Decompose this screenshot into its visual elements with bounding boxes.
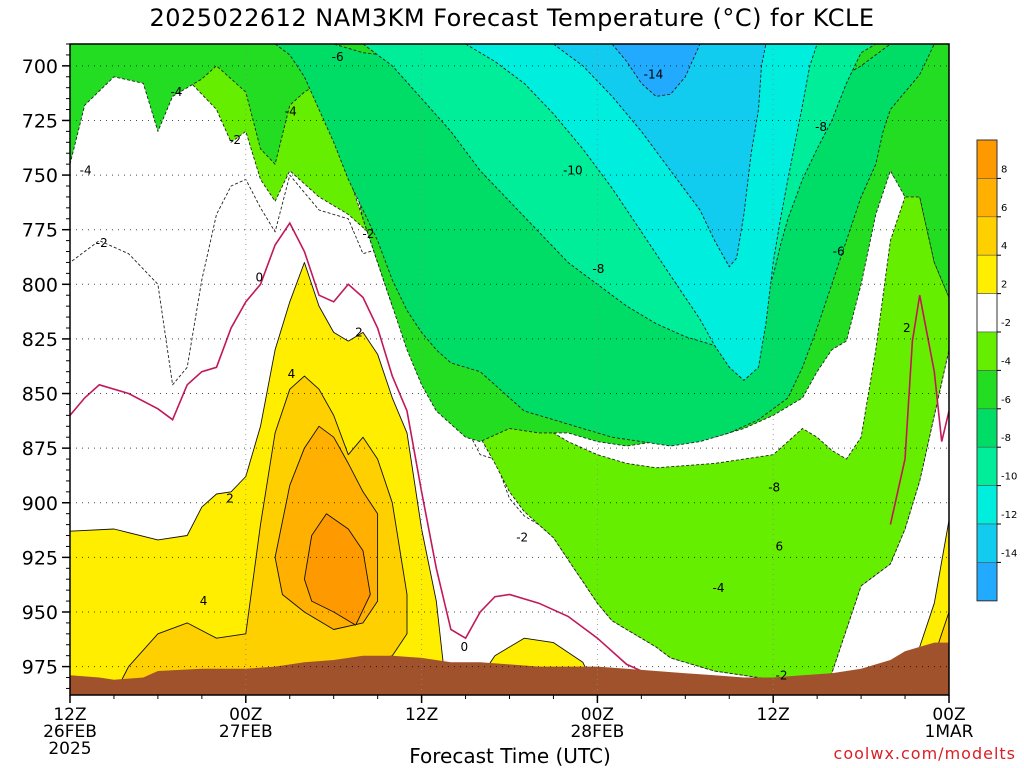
color-legend: 8 6 4 2 -2 -4 -6 -8 -10 -12 -14 <box>976 139 1017 602</box>
temp-region-15 <box>611 44 701 97</box>
legend-label-10: -14 <box>1001 548 1017 559</box>
contour-label-8: -2 <box>96 236 108 250</box>
y-tick-label-950: 950 <box>22 602 58 624</box>
temp-region-14 <box>553 44 767 268</box>
legend-label-7: -8 <box>1001 433 1011 444</box>
contour-label-10: -6 <box>833 245 845 259</box>
legend-label-0: 8 <box>1001 164 1007 175</box>
legend-label-6: -6 <box>1001 395 1011 406</box>
contour-label-17: 2 <box>226 491 234 505</box>
legend-swatch-10 <box>976 523 998 563</box>
contour-label-5: -2 <box>229 133 241 147</box>
legend-label-4: -2 <box>1001 318 1011 329</box>
x-tick-date-36: 28FEB <box>570 722 624 742</box>
x-tick-date-0: 26FEB <box>43 722 97 742</box>
y-tick-label-850: 850 <box>22 384 58 406</box>
contour-label-13: 2 <box>355 325 363 339</box>
x-tick-label-48: 12Z <box>757 705 790 725</box>
zero-degree-line-1 <box>889 295 949 525</box>
contour-labels: -6 -14 -4 -4 -8 -2 -10 -4 -2 -2 -6 -8 0 2 2 4 -8 2 -2 6 4 -4 0… <box>80 50 911 682</box>
legend-swatch-2 <box>976 216 998 256</box>
legend-swatch-1 <box>976 178 998 218</box>
y-tick-label-825: 825 <box>22 329 58 351</box>
credit-link[interactable]: coolwx.com/modelts <box>833 744 1016 763</box>
temperature-fills <box>70 44 949 695</box>
legend-swatch-3 <box>976 254 998 294</box>
x-tick-label-12: 00Z <box>229 705 262 725</box>
chart-title: 2025022612 NAM3KM Forecast Temperature (… <box>149 4 875 32</box>
axes: 70072575077580082585087590092595097512Z2… <box>22 43 974 759</box>
legend-swatch-9 <box>976 485 998 525</box>
contour-label-1: -14 <box>644 68 664 82</box>
legend-label-5: -4 <box>1001 356 1011 367</box>
x-tick-label-0: 12Z <box>53 705 86 725</box>
contour-label-14: 2 <box>903 321 911 335</box>
legend-swatch-4 <box>976 293 998 333</box>
legend-label-1: 6 <box>1001 203 1007 214</box>
contour-label-6: -10 <box>563 164 583 178</box>
contour-label-4: -8 <box>815 120 827 134</box>
x-tick-year-0: 2025 <box>48 739 91 759</box>
y-tick-label-700: 700 <box>22 56 58 78</box>
contour-label-21: -4 <box>713 581 725 595</box>
contour-label-18: -2 <box>516 531 528 545</box>
y-tick-label-775: 775 <box>22 220 58 242</box>
contour-label-23: -2 <box>776 668 788 682</box>
y-tick-label-925: 925 <box>22 547 58 569</box>
y-tick-label-800: 800 <box>22 274 58 296</box>
contour-label-12: 0 <box>255 271 263 285</box>
y-tick-label-900: 900 <box>22 493 58 515</box>
x-tick-date-60: 1MAR <box>925 722 974 742</box>
x-tick-label-60: 00Z <box>932 705 965 725</box>
y-tick-label-725: 725 <box>22 110 58 132</box>
contour-label-19: 6 <box>776 539 784 553</box>
legend-swatch-0 <box>976 139 998 179</box>
legend-label-8: -10 <box>1001 472 1017 483</box>
contour-label-9: -2 <box>362 227 374 241</box>
contour-label-7: -4 <box>80 164 92 178</box>
zero-degree-line-0 <box>70 221 657 679</box>
legend-label-9: -12 <box>1001 510 1017 521</box>
ground-terrain <box>70 642 949 695</box>
legend-swatch-8 <box>976 446 998 486</box>
x-tick-label-36: 00Z <box>581 705 614 725</box>
x-tick-date-12: 27FEB <box>219 722 273 742</box>
temp-region-8 <box>303 513 371 626</box>
contour-label-22: 0 <box>461 640 469 654</box>
y-tick-label-875: 875 <box>22 438 58 460</box>
contour-label-2: -4 <box>170 85 182 99</box>
legend-swatch-7 <box>976 408 998 448</box>
x-axis-label: Forecast Time (UTC) <box>409 744 611 768</box>
contour-label-3: -4 <box>285 105 297 119</box>
x-tick-label-24: 12Z <box>405 705 438 725</box>
legend-swatch-5 <box>976 331 998 371</box>
contour-label-15: 4 <box>288 367 296 381</box>
y-tick-label-975: 975 <box>22 657 58 679</box>
legend-swatch-6 <box>976 370 998 410</box>
legend-label-3: 2 <box>1001 280 1007 291</box>
y-tick-label-750: 750 <box>22 165 58 187</box>
contour-label-11: -8 <box>592 262 604 276</box>
contour-label-16: -8 <box>768 480 780 494</box>
legend-swatch-11 <box>976 562 998 602</box>
ground-layer <box>70 642 949 695</box>
legend-label-2: 4 <box>1001 241 1007 252</box>
contour-label-0: -6 <box>332 50 344 64</box>
contour-label-20: 4 <box>200 594 208 608</box>
